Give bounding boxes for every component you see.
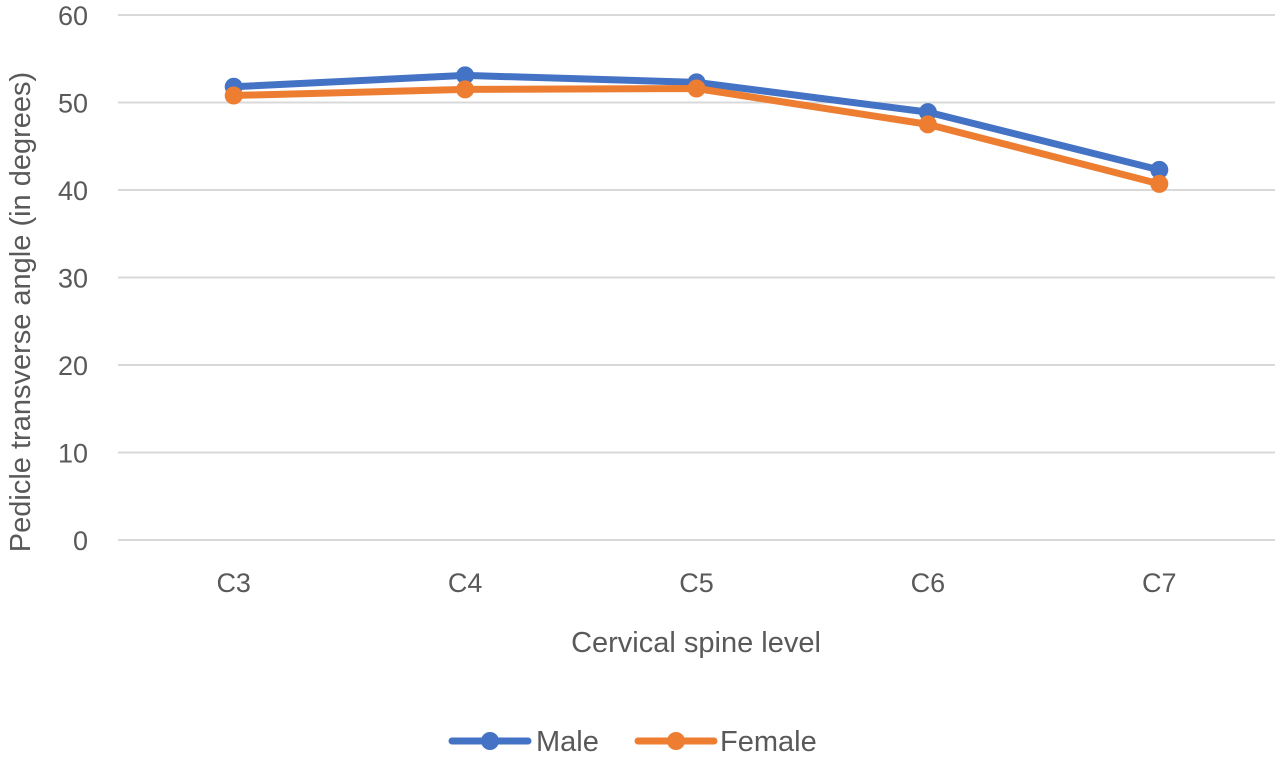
x-tick-label: C6 [911, 568, 946, 598]
series-female [224, 79, 1169, 193]
legend-swatch-marker [481, 732, 499, 750]
data-point[interactable] [456, 66, 475, 85]
legend-label: Female [720, 726, 817, 757]
y-tick-label: 0 [73, 526, 88, 556]
legend-item-female[interactable]: Female [634, 726, 817, 758]
legend-label: Male [536, 726, 599, 757]
data-point[interactable] [1150, 160, 1169, 179]
y-tick-label: 60 [58, 1, 88, 31]
x-tick-label: C3 [216, 568, 251, 598]
y-axis-title: Pedicle transverse angle (in degrees) [5, 72, 37, 552]
x-axis-title: Cervical spine level [571, 627, 821, 659]
x-tick-label: C7 [1142, 568, 1177, 598]
x-tick-label: C4 [448, 568, 483, 598]
x-axis-ticks: C3 C4 C5 C6 C7 [216, 568, 1176, 598]
data-point[interactable] [1150, 174, 1169, 193]
y-axis-ticks: 0 10 20 30 40 50 60 [58, 1, 88, 556]
x-tick-label: C5 [679, 568, 714, 598]
y-tick-label: 20 [58, 351, 88, 381]
data-point[interactable] [224, 86, 243, 105]
y-tick-label: 30 [58, 264, 88, 294]
gridlines [118, 14, 1275, 541]
legend[interactable]: Male Female [448, 726, 817, 758]
legend-item-male[interactable]: Male [448, 726, 599, 758]
data-point[interactable] [456, 80, 475, 99]
data-point[interactable] [687, 79, 706, 98]
y-tick-label: 40 [58, 176, 88, 206]
series-layer [224, 66, 1169, 193]
y-tick-label: 10 [58, 439, 88, 469]
legend-swatch-marker [667, 732, 685, 750]
y-tick-label: 50 [58, 89, 88, 119]
data-point[interactable] [918, 115, 937, 134]
